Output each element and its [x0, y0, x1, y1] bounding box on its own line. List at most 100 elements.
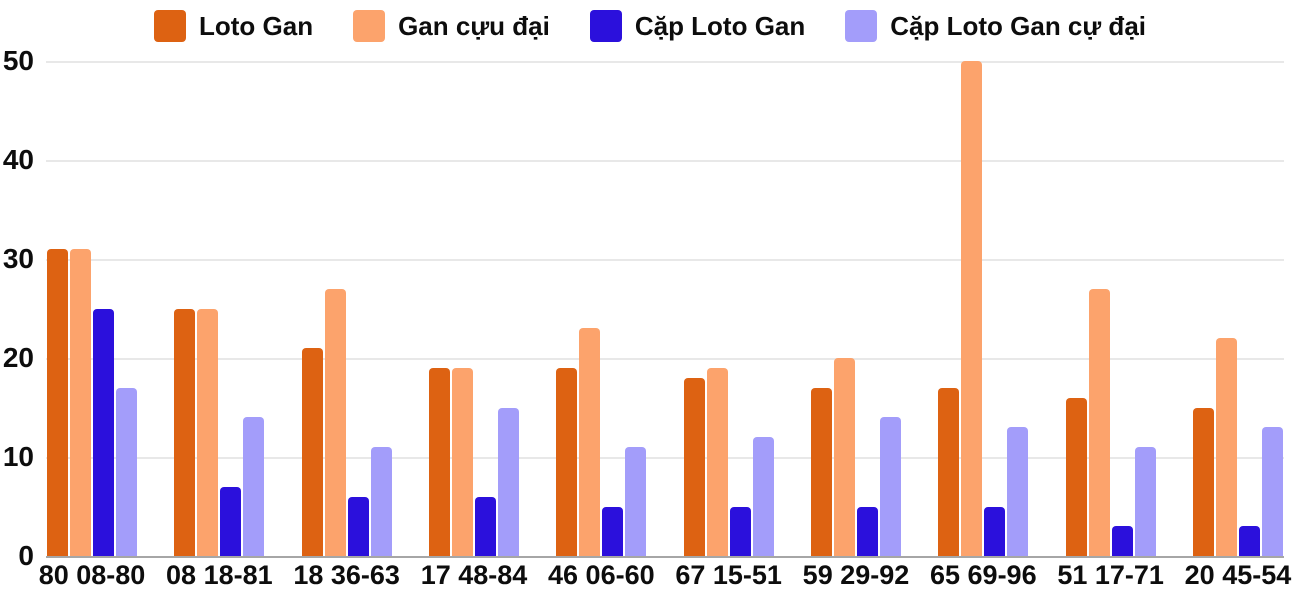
- bar-loto-gan-67-15-51: [683, 377, 705, 556]
- bar-gan-c-u-i-18-36-63: [324, 288, 346, 556]
- x-tick-label: 20 45-54: [1184, 560, 1292, 590]
- y-tick-label-50: 50: [2, 45, 34, 76]
- x-tick-label: 67 15-51: [675, 560, 782, 590]
- legend-label: Cặp Loto Gan: [634, 10, 806, 41]
- gridline-50: [46, 61, 1284, 63]
- bar-gan-c-u-i-80-08-80: [70, 249, 91, 556]
- x-tick-label: 65 69-96: [930, 560, 1037, 590]
- x-tick-label: 18 36-63: [293, 560, 400, 590]
- x-tick-label: 08 18-81: [166, 560, 273, 590]
- legend-swatch-c-p-loto-gan: [589, 10, 622, 42]
- bar-c-p-loto-gan-18-36-63: [347, 496, 369, 556]
- legend-item-loto-gan[interactable]: Loto Gan: [153, 10, 314, 42]
- x-tick-label: 59 29-92: [802, 560, 910, 590]
- bar-c-p-loto-gan-c-i-18-36-63: [370, 447, 392, 556]
- bar-group-67-15-51: [683, 61, 775, 556]
- bar-loto-gan-08-18-81: [174, 308, 196, 556]
- x-label-cell-08-18-81: 08 18-81: [166, 560, 273, 591]
- legend-swatch-c-p-loto-gan-c-i: [845, 10, 878, 42]
- bar-c-p-loto-gan-20-45-54: [1238, 526, 1260, 556]
- bar-c-p-loto-gan-08-18-81: [220, 486, 242, 556]
- bar-c-p-loto-gan-51-17-71: [1111, 526, 1133, 556]
- y-tick-label-20: 20: [2, 342, 34, 373]
- bar-group-59-29-92: [810, 61, 902, 556]
- legend-swatch-gan-c-u-i: [353, 10, 386, 42]
- legend-swatch-loto-gan: [153, 10, 186, 42]
- gridline-40: [46, 160, 1284, 162]
- bar-gan-c-u-i-59-29-92: [833, 358, 855, 556]
- bar-gan-c-u-i-51-17-71: [1088, 288, 1110, 556]
- bar-c-p-loto-gan-17-48-84: [474, 496, 496, 556]
- bar-group-20-45-54: [1192, 61, 1284, 556]
- x-label-cell-80-08-80: 80 08-80: [39, 560, 146, 591]
- bar-c-p-loto-gan-c-i-46-06-60: [625, 447, 647, 556]
- bar-loto-gan-20-45-54: [1192, 407, 1214, 556]
- x-label-cell-46-06-60: 46 06-60: [548, 560, 655, 591]
- bar-group-17-48-84: [428, 61, 520, 556]
- legend-label: Loto Gan: [198, 10, 314, 41]
- bar-c-p-loto-gan-c-i-65-69-96: [1007, 427, 1029, 556]
- bar-loto-gan-80-08-80: [47, 249, 68, 556]
- bar-c-p-loto-gan-80-08-80: [93, 308, 114, 556]
- legend-label: Gan cựu đại: [398, 10, 550, 41]
- bar-gan-c-u-i-65-69-96: [961, 61, 983, 556]
- bar-group-08-18-81: [173, 61, 265, 556]
- x-label-cell-59-29-92: 59 29-92: [803, 560, 910, 591]
- bar-c-p-loto-gan-c-i-80-08-80: [116, 387, 137, 556]
- bar-loto-gan-59-29-92: [810, 387, 832, 556]
- x-label-cell-67-15-51: 67 15-51: [675, 560, 782, 591]
- bar-c-p-loto-gan-c-i-17-48-84: [497, 407, 519, 556]
- bar-c-p-loto-gan-c-i-59-29-92: [879, 417, 901, 556]
- x-label-cell-20-45-54: 20 45-54: [1185, 560, 1292, 591]
- legend-item-c-p-loto-gan-c-i[interactable]: Cặp Loto Gan cự đại: [845, 10, 1146, 42]
- bar-loto-gan-17-48-84: [428, 367, 450, 556]
- x-label-cell-65-69-96: 65 69-96: [930, 560, 1037, 591]
- x-label-cell-18-36-63: 18 36-63: [293, 560, 400, 591]
- bar-groups: [46, 61, 1284, 556]
- bar-loto-gan-51-17-71: [1065, 397, 1087, 556]
- bar-group-51-17-71: [1065, 61, 1157, 556]
- bar-c-p-loto-gan-c-i-20-45-54: [1261, 427, 1283, 556]
- y-tick-label-10: 10: [2, 441, 34, 472]
- bar-group-80-08-80: [46, 61, 138, 556]
- bar-loto-gan-18-36-63: [301, 348, 323, 556]
- bar-c-p-loto-gan-59-29-92: [856, 506, 878, 556]
- legend-label: Cặp Loto Gan cự đại: [890, 10, 1146, 41]
- bar-gan-c-u-i-46-06-60: [579, 328, 601, 556]
- bar-c-p-loto-gan-65-69-96: [984, 506, 1006, 556]
- bar-loto-gan-46-06-60: [556, 367, 578, 556]
- bar-group-65-69-96: [937, 61, 1029, 556]
- y-axis: 0 10 20 30 40 50: [0, 0, 38, 600]
- bar-gan-c-u-i-67-15-51: [706, 367, 728, 556]
- bar-c-p-loto-gan-c-i-51-17-71: [1134, 447, 1156, 556]
- y-tick-label-40: 40: [2, 144, 34, 175]
- y-tick-label-0: 0: [18, 540, 34, 571]
- y-tick-label-30: 30: [2, 243, 34, 274]
- bar-gan-c-u-i-20-45-54: [1215, 338, 1237, 556]
- gridline-20: [46, 358, 1284, 360]
- x-tick-label: 51 17-71: [1057, 560, 1164, 590]
- x-tick-label: 80 08-80: [38, 560, 146, 590]
- bar-c-p-loto-gan-46-06-60: [602, 506, 624, 556]
- x-tick-label: 46 06-60: [548, 560, 655, 590]
- bar-loto-gan-65-69-96: [938, 387, 960, 556]
- bar-gan-c-u-i-08-18-81: [197, 308, 219, 556]
- bar-c-p-loto-gan-c-i-08-18-81: [243, 417, 265, 556]
- x-axis-labels: 80 08-80 08 18-81 18 36-63 17 48-84 46 06-60…: [39, 560, 1292, 591]
- bar-c-p-loto-gan-67-15-51: [729, 506, 751, 556]
- legend-item-c-p-loto-gan[interactable]: Cặp Loto Gan: [589, 10, 806, 42]
- gridline-10: [46, 457, 1284, 459]
- bar-c-p-loto-gan-c-i-67-15-51: [752, 437, 774, 556]
- x-label-cell-51-17-71: 51 17-71: [1057, 560, 1164, 591]
- bar-group-18-36-63: [301, 61, 393, 556]
- plot-area: [46, 61, 1284, 558]
- x-tick-label: 17 48-84: [420, 560, 528, 590]
- chart-legend: Loto Gan Gan cựu đại Cặp Loto Gan Cặp Loto …: [0, 6, 1300, 46]
- bar-gan-c-u-i-17-48-84: [451, 367, 473, 556]
- bar-group-46-06-60: [555, 61, 647, 556]
- gridline-30: [46, 259, 1284, 261]
- x-label-cell-17-48-84: 17 48-84: [421, 560, 528, 591]
- x-axis-line: [46, 556, 1284, 558]
- legend-item-gan-c-u-i[interactable]: Gan cựu đại: [353, 10, 550, 42]
